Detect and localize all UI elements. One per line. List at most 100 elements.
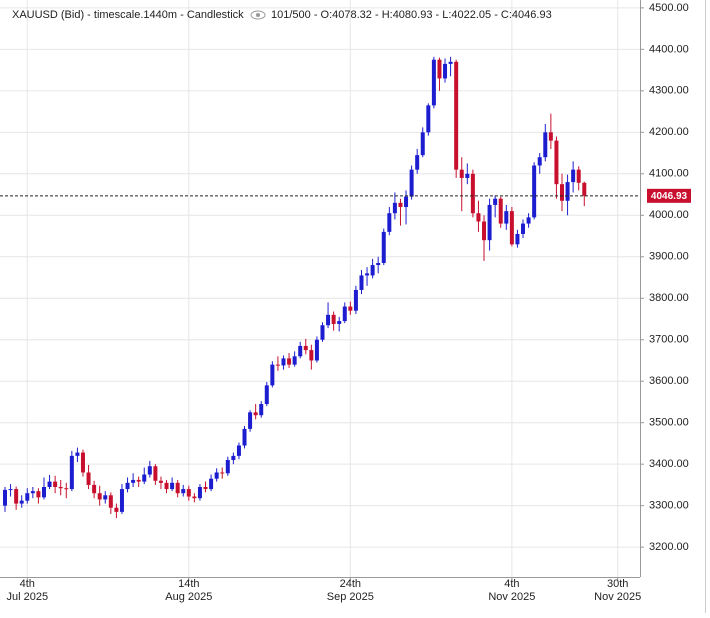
candle-body bbox=[270, 364, 275, 386]
candle-body bbox=[381, 231, 386, 263]
eye-pupil bbox=[256, 13, 260, 17]
candle-body bbox=[164, 482, 169, 490]
visibility-icon[interactable] bbox=[250, 10, 266, 20]
candle-body bbox=[437, 59, 442, 79]
candle-body bbox=[86, 472, 91, 485]
candle-body bbox=[3, 489, 7, 506]
candle-body bbox=[398, 202, 403, 207]
candle-body bbox=[392, 202, 397, 214]
candle-body bbox=[275, 364, 280, 366]
candle-body bbox=[504, 211, 509, 224]
y-tick-label: 3400.00 bbox=[649, 458, 689, 470]
status-text: 101/500 - O:4078.32 - H:4080.93 - L:4022… bbox=[271, 9, 552, 21]
candle-body bbox=[415, 155, 420, 170]
last-price-label: 4046.93 bbox=[651, 191, 688, 202]
candle-body bbox=[298, 345, 303, 357]
candle-body bbox=[409, 169, 414, 197]
candle-body bbox=[30, 491, 35, 494]
candle-body bbox=[337, 321, 342, 324]
candle-body bbox=[370, 265, 375, 276]
candle-body bbox=[192, 496, 197, 499]
candle-body bbox=[103, 495, 108, 500]
candle-body bbox=[526, 217, 531, 224]
candle-body bbox=[404, 196, 409, 207]
x-tick-sublabel: Sep 2025 bbox=[327, 591, 374, 603]
candle-body bbox=[521, 223, 526, 234]
candle-body bbox=[493, 198, 498, 205]
candle-body bbox=[170, 482, 175, 490]
candle-body bbox=[231, 455, 236, 461]
candle-body bbox=[342, 306, 347, 322]
x-tick-label: 24th bbox=[340, 578, 361, 590]
candle-body bbox=[365, 273, 370, 276]
candle-body bbox=[25, 493, 30, 501]
candle-body bbox=[281, 358, 286, 366]
candle-body bbox=[476, 213, 481, 222]
candle-body bbox=[571, 169, 576, 183]
candle-body bbox=[186, 489, 191, 497]
candle-body bbox=[314, 339, 319, 361]
candle-body bbox=[376, 262, 381, 266]
x-tick-label: 14th bbox=[178, 578, 199, 590]
candle-body bbox=[487, 204, 492, 241]
candle-body bbox=[80, 452, 85, 473]
candle-body bbox=[448, 61, 453, 64]
candle-body bbox=[498, 198, 503, 224]
candle-body bbox=[53, 481, 58, 487]
candle-body bbox=[426, 105, 431, 133]
candle-body bbox=[459, 169, 464, 178]
candle-body bbox=[41, 486, 46, 498]
candle-body bbox=[348, 306, 353, 311]
chart-title: XAUUSD (Bid) - timescale.1440m - Candles… bbox=[12, 9, 244, 21]
y-tick-label: 3200.00 bbox=[649, 541, 689, 553]
y-tick-label: 3700.00 bbox=[649, 334, 689, 346]
candle-body bbox=[125, 482, 130, 490]
candle-body bbox=[560, 184, 564, 201]
candle-body bbox=[543, 132, 548, 158]
y-tick-label: 4000.00 bbox=[649, 209, 689, 221]
y-tick-label: 4100.00 bbox=[649, 168, 689, 180]
candle-body bbox=[359, 275, 364, 290]
x-tick-sublabel: Aug 2025 bbox=[165, 591, 212, 603]
candle-body bbox=[470, 173, 475, 214]
candle-body bbox=[92, 484, 97, 494]
candle-body bbox=[220, 472, 225, 474]
candle-body bbox=[509, 211, 514, 245]
candle-body bbox=[236, 445, 241, 456]
candle-body bbox=[69, 455, 74, 490]
candle-body bbox=[203, 486, 208, 490]
candle-body bbox=[554, 140, 559, 185]
candle-body bbox=[97, 493, 102, 500]
y-tick-label: 4400.00 bbox=[649, 43, 689, 55]
y-tick-label: 3500.00 bbox=[649, 417, 689, 429]
y-tick-label: 4300.00 bbox=[649, 85, 689, 97]
candles bbox=[3, 56, 587, 519]
x-tick-label: 4th bbox=[20, 578, 35, 590]
candle-body bbox=[420, 132, 425, 156]
candle-body bbox=[482, 221, 487, 241]
candle-body bbox=[147, 466, 152, 475]
candle-body bbox=[465, 173, 470, 178]
candle-body bbox=[14, 489, 19, 504]
candle-body bbox=[181, 489, 186, 494]
candle-body bbox=[64, 488, 69, 490]
candle-body bbox=[303, 345, 308, 351]
candle-body bbox=[209, 478, 214, 490]
candle-body bbox=[353, 289, 358, 311]
candle-body bbox=[175, 482, 180, 494]
x-tick-sublabel: Jul 2025 bbox=[6, 591, 48, 603]
candle-body bbox=[214, 472, 219, 479]
candle-body bbox=[287, 358, 292, 365]
candle-body bbox=[515, 233, 520, 245]
candle-body bbox=[431, 59, 436, 106]
candle-body bbox=[259, 404, 264, 416]
candle-body bbox=[248, 412, 253, 429]
candle-body bbox=[136, 479, 141, 482]
candle-body bbox=[320, 325, 325, 340]
candle-body bbox=[532, 165, 537, 218]
candle-body bbox=[19, 500, 24, 504]
candle-body bbox=[387, 213, 392, 232]
candle-body bbox=[565, 182, 570, 201]
candle-body bbox=[253, 412, 258, 416]
